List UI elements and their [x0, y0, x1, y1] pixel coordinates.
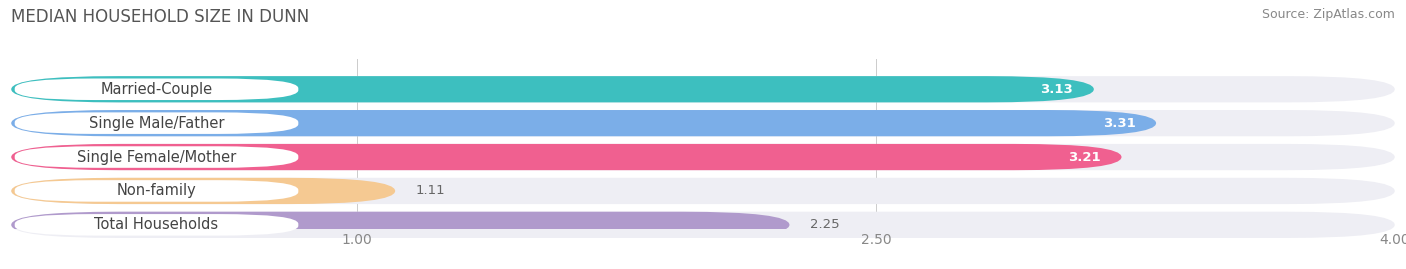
Text: 3.21: 3.21 — [1069, 151, 1101, 164]
FancyBboxPatch shape — [11, 212, 1395, 238]
Text: 3.13: 3.13 — [1040, 83, 1073, 96]
Text: Single Female/Mother: Single Female/Mother — [77, 150, 236, 165]
Text: MEDIAN HOUSEHOLD SIZE IN DUNN: MEDIAN HOUSEHOLD SIZE IN DUNN — [11, 8, 309, 26]
Text: 3.31: 3.31 — [1102, 117, 1136, 130]
FancyBboxPatch shape — [11, 110, 1395, 136]
Text: 1.11: 1.11 — [416, 185, 446, 197]
FancyBboxPatch shape — [14, 79, 298, 100]
Text: Non-family: Non-family — [117, 183, 197, 199]
FancyBboxPatch shape — [11, 110, 1156, 136]
Text: 2.25: 2.25 — [810, 218, 839, 231]
FancyBboxPatch shape — [11, 76, 1395, 102]
FancyBboxPatch shape — [11, 212, 790, 238]
FancyBboxPatch shape — [11, 144, 1395, 170]
Text: Single Male/Father: Single Male/Father — [89, 116, 225, 131]
Text: Married-Couple: Married-Couple — [100, 82, 212, 97]
FancyBboxPatch shape — [14, 180, 298, 202]
FancyBboxPatch shape — [14, 214, 298, 236]
FancyBboxPatch shape — [14, 146, 298, 168]
Text: Total Households: Total Households — [94, 217, 218, 232]
FancyBboxPatch shape — [14, 112, 298, 134]
Text: Source: ZipAtlas.com: Source: ZipAtlas.com — [1261, 8, 1395, 21]
FancyBboxPatch shape — [11, 178, 1395, 204]
FancyBboxPatch shape — [11, 76, 1094, 102]
FancyBboxPatch shape — [11, 178, 395, 204]
FancyBboxPatch shape — [11, 144, 1122, 170]
